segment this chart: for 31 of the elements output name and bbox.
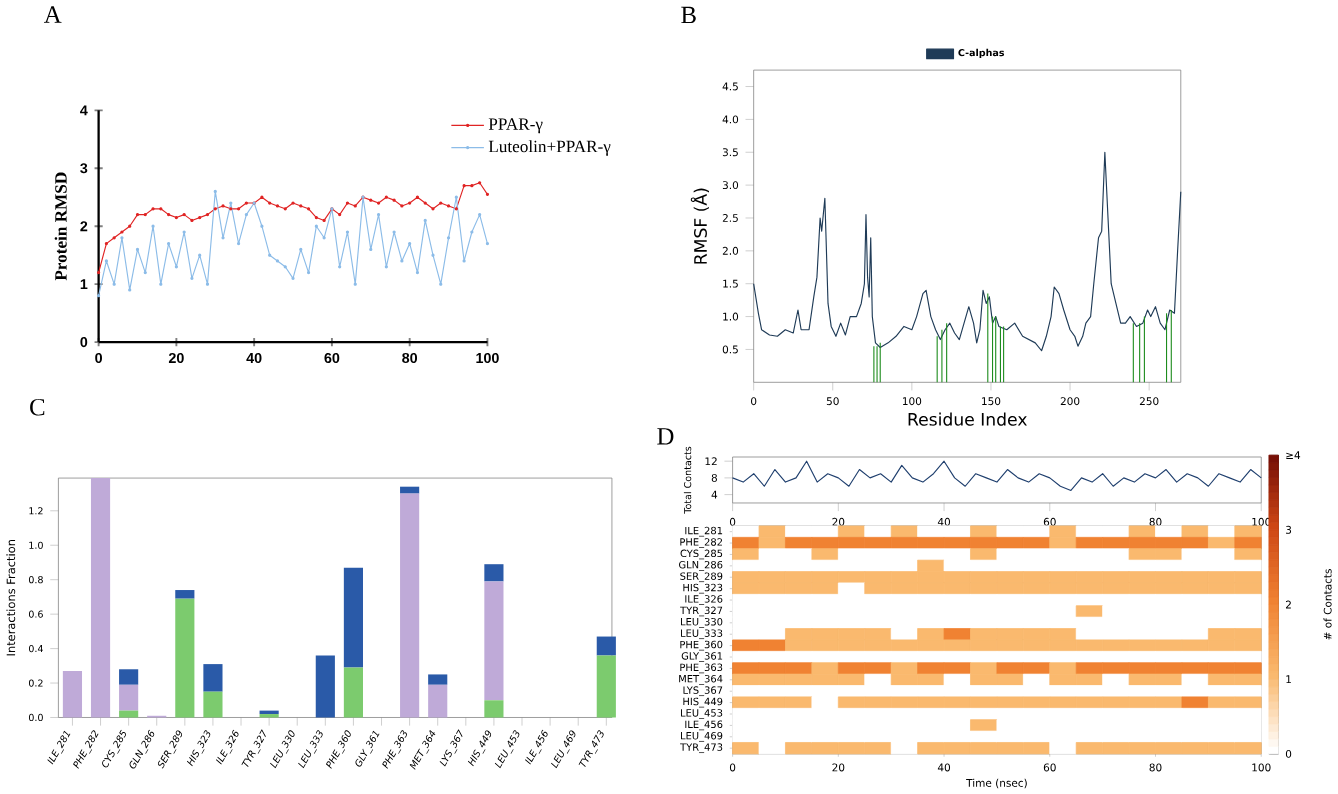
- y-axis-title: RMSF (Å): [690, 188, 709, 264]
- bar: [90, 477, 111, 718]
- y-axis-title: Protein RMSD: [54, 172, 67, 281]
- bar: [596, 636, 616, 656]
- bar: [400, 493, 420, 718]
- bar: [343, 667, 363, 718]
- bar: [119, 684, 139, 711]
- bar: [175, 598, 195, 718]
- legend-label: Luteolin+PPAR-γ: [488, 139, 611, 156]
- bar: [484, 563, 504, 582]
- bar: [484, 581, 504, 701]
- bar: [428, 674, 448, 685]
- x-axis-title: Residue Index: [908, 412, 1027, 426]
- bar: [203, 691, 223, 718]
- bar: [596, 655, 616, 718]
- line-series: [732, 460, 1262, 491]
- chart-title: A: [44, 6, 62, 23]
- bar: [484, 700, 504, 718]
- bar: [428, 684, 448, 718]
- bar: [119, 669, 139, 685]
- bar: [343, 567, 363, 668]
- bar: [175, 589, 195, 599]
- line-series: [753, 151, 1182, 352]
- chart-title: B: [681, 6, 696, 23]
- bar: [203, 663, 223, 692]
- legend-label: PPAR-γ: [488, 118, 543, 134]
- chart-title: D: [657, 427, 674, 445]
- bar: [62, 670, 83, 718]
- chart-title: C: [30, 398, 45, 416]
- bar: [315, 655, 335, 718]
- bar: [400, 486, 420, 494]
